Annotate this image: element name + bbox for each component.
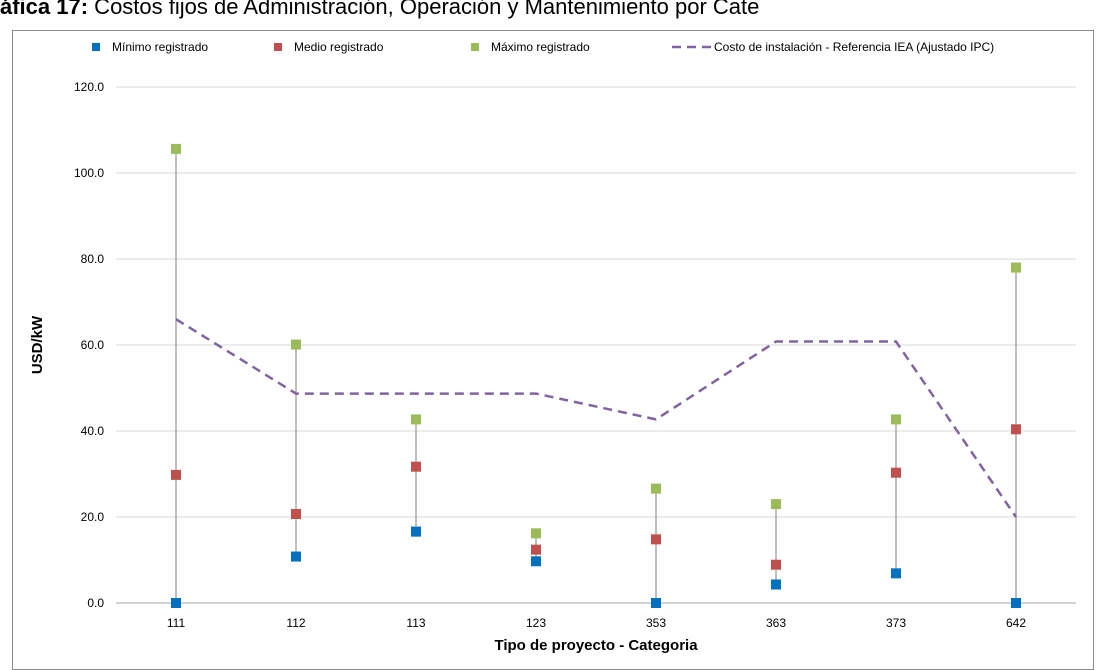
mid-point xyxy=(891,467,901,478)
min-point xyxy=(1011,598,1021,608)
legend-label: Medio registrado xyxy=(294,40,384,54)
y-tick-label: 40.0 xyxy=(81,424,105,438)
min-point xyxy=(771,579,781,590)
range-lines xyxy=(175,148,1017,603)
x-tick-label: 353 xyxy=(646,616,666,630)
reference-line xyxy=(175,318,1018,518)
x-tick-label: 123 xyxy=(526,616,546,630)
min-point xyxy=(651,598,661,608)
max-point xyxy=(171,143,181,154)
max-point xyxy=(891,414,901,425)
y-tick-labels: 0.0 20.0 40.0 60.0 80.0 100.0 120.0 xyxy=(74,80,104,610)
min-point xyxy=(531,556,541,567)
mid-point xyxy=(1011,424,1021,435)
mid-point xyxy=(291,508,301,519)
max-point xyxy=(411,414,421,425)
legend: Mínimo registrado Medio registrado Máximo … xyxy=(92,40,994,54)
min-point xyxy=(171,598,181,608)
title-text: Costos fijos de Administración, Operació… xyxy=(88,0,760,19)
x-tick-label: 112 xyxy=(286,616,305,630)
x-tick-label: 363 xyxy=(766,616,786,630)
x-tick-label: 642 xyxy=(1006,616,1026,630)
y-tick-label: 80.0 xyxy=(81,252,105,266)
y-tick-label: 0.0 xyxy=(87,596,104,610)
y-tick-label: 60.0 xyxy=(81,338,105,352)
x-tick-labels: 111 112 113 123 353 363 373 642 xyxy=(167,616,1026,630)
y-tick-label: 120.0 xyxy=(74,80,104,94)
legend-marker xyxy=(274,43,282,51)
legend-marker xyxy=(92,43,100,51)
mid-point xyxy=(651,534,661,545)
y-axis-title: USD/kW xyxy=(29,315,46,374)
x-axis-title: Tipo de proyecto - Categoria xyxy=(494,637,698,654)
title-prefix: áfica 17: xyxy=(0,0,89,19)
page-title: áfica 17: Costos fijos de Administración… xyxy=(0,0,759,20)
data-points xyxy=(171,143,1021,608)
reference-line-group xyxy=(175,318,1018,518)
mid-point xyxy=(171,469,181,480)
x-tick-label: 111 xyxy=(167,616,186,630)
y-tick-label: 20.0 xyxy=(81,510,105,524)
max-point xyxy=(291,339,301,350)
min-point xyxy=(891,568,901,579)
gridlines xyxy=(116,86,1076,604)
legend-label: Mínimo registrado xyxy=(112,40,208,54)
max-point xyxy=(531,528,541,539)
legend-label: Costo de instalación - Referencia IEA (A… xyxy=(714,40,994,54)
min-point xyxy=(411,526,421,537)
y-tick-label: 100.0 xyxy=(74,166,104,180)
max-point xyxy=(651,483,661,494)
min-point xyxy=(291,551,301,562)
max-point xyxy=(1011,262,1021,273)
max-point xyxy=(771,499,781,510)
mid-point xyxy=(531,544,541,555)
mid-point xyxy=(411,461,421,472)
legend-marker xyxy=(471,43,479,51)
x-tick-label: 113 xyxy=(406,616,425,630)
mid-point xyxy=(771,559,781,570)
legend-label: Máximo registrado xyxy=(491,40,590,54)
x-tick-label: 373 xyxy=(886,616,906,630)
